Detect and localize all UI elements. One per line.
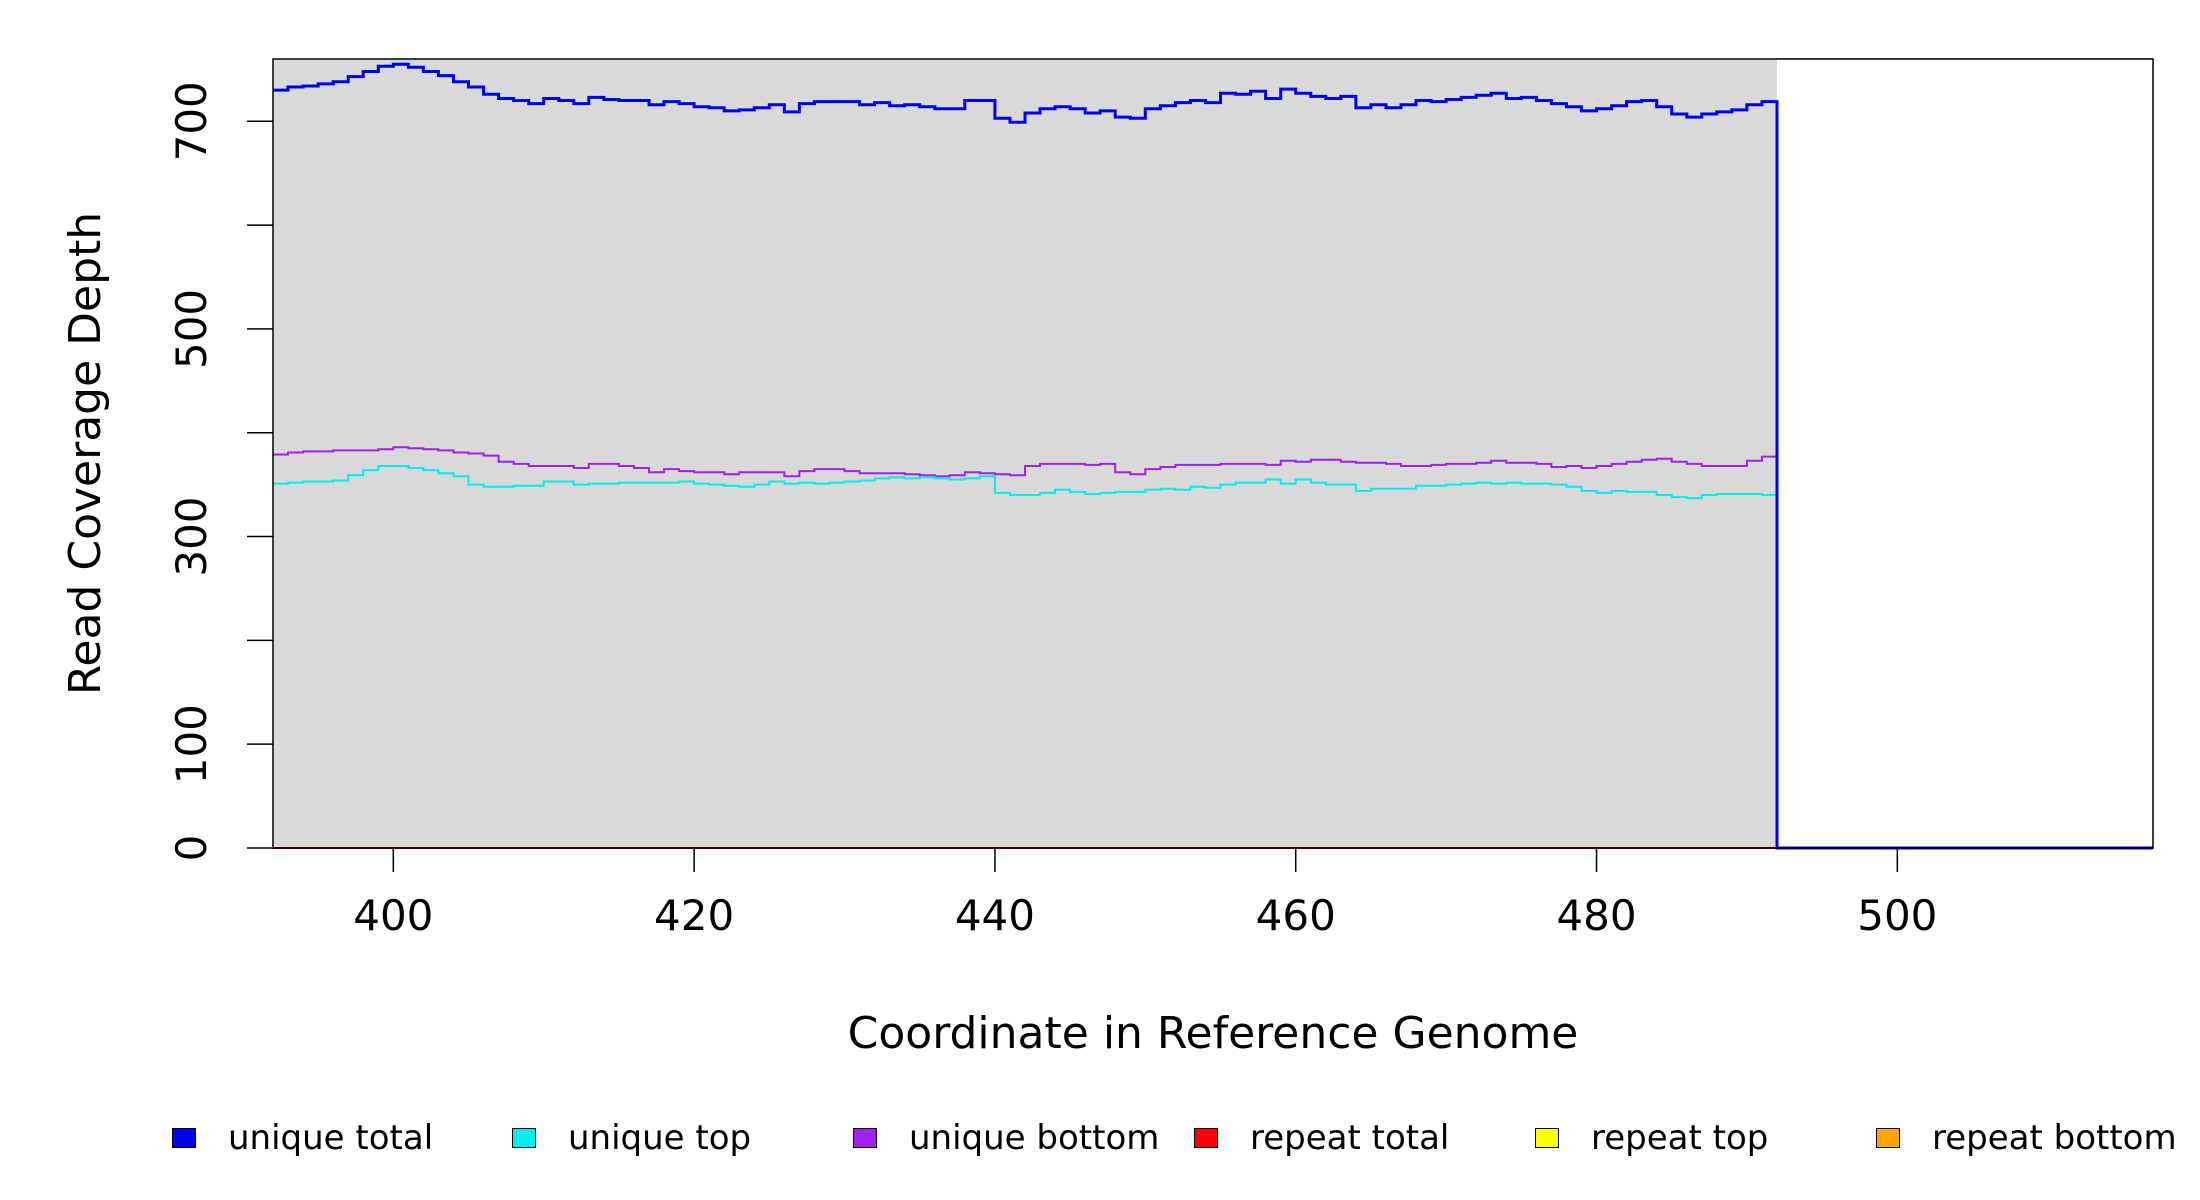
- legend-swatch: [1535, 1128, 1559, 1148]
- series-line-unique-top: [273, 465, 2153, 849]
- legend-item-repeat-top: repeat top: [1535, 1110, 1768, 1166]
- legend-item-unique-total: unique total: [172, 1110, 433, 1166]
- legend-swatch: [172, 1128, 196, 1148]
- legend-label: repeat bottom: [1932, 1118, 2177, 1158]
- x-tick-label: 480: [1556, 891, 1636, 940]
- y-tick-label: 0: [167, 835, 216, 862]
- series-line-unique-total: [273, 62, 2153, 850]
- legend-label: repeat total: [1250, 1118, 1450, 1158]
- legend-swatch: [1194, 1128, 1218, 1148]
- legend-item-repeat-bottom: repeat bottom: [1876, 1110, 2177, 1166]
- legend-label: unique total: [228, 1118, 434, 1158]
- legend-label: unique top: [568, 1118, 752, 1158]
- legend-swatch: [853, 1128, 877, 1148]
- plot-frame: [272, 58, 2154, 849]
- legend-item-unique-top: unique top: [512, 1110, 751, 1166]
- y-tick-label: 700: [167, 81, 216, 161]
- x-tick-label: 420: [654, 891, 734, 940]
- x-tick-label: 440: [955, 891, 1035, 940]
- legend-label: unique bottom: [909, 1118, 1160, 1158]
- y-tick-label: 300: [167, 496, 216, 576]
- shaded-region: [273, 59, 1777, 848]
- legend-item-repeat-total: repeat total: [1194, 1110, 1449, 1166]
- legend-swatch: [1876, 1128, 1900, 1148]
- x-axis-label: Coordinate in Reference Genome: [848, 1008, 1579, 1059]
- legend-swatch: [512, 1128, 536, 1148]
- x-tick-label: 500: [1857, 891, 1937, 940]
- legend-label: repeat top: [1591, 1118, 1769, 1158]
- series-line-unique-bottom: [273, 446, 2153, 849]
- y-tick-label: 500: [167, 289, 216, 369]
- x-tick-label: 460: [1256, 891, 1336, 940]
- x-tick-label: 400: [353, 891, 433, 940]
- legend: unique total unique top unique bottom repea…: [0, 1110, 2200, 1170]
- legend-item-unique-bottom: unique bottom: [853, 1110, 1159, 1166]
- y-tick-label: 100: [167, 704, 216, 784]
- y-axis-label: Read Coverage Depth: [60, 212, 111, 695]
